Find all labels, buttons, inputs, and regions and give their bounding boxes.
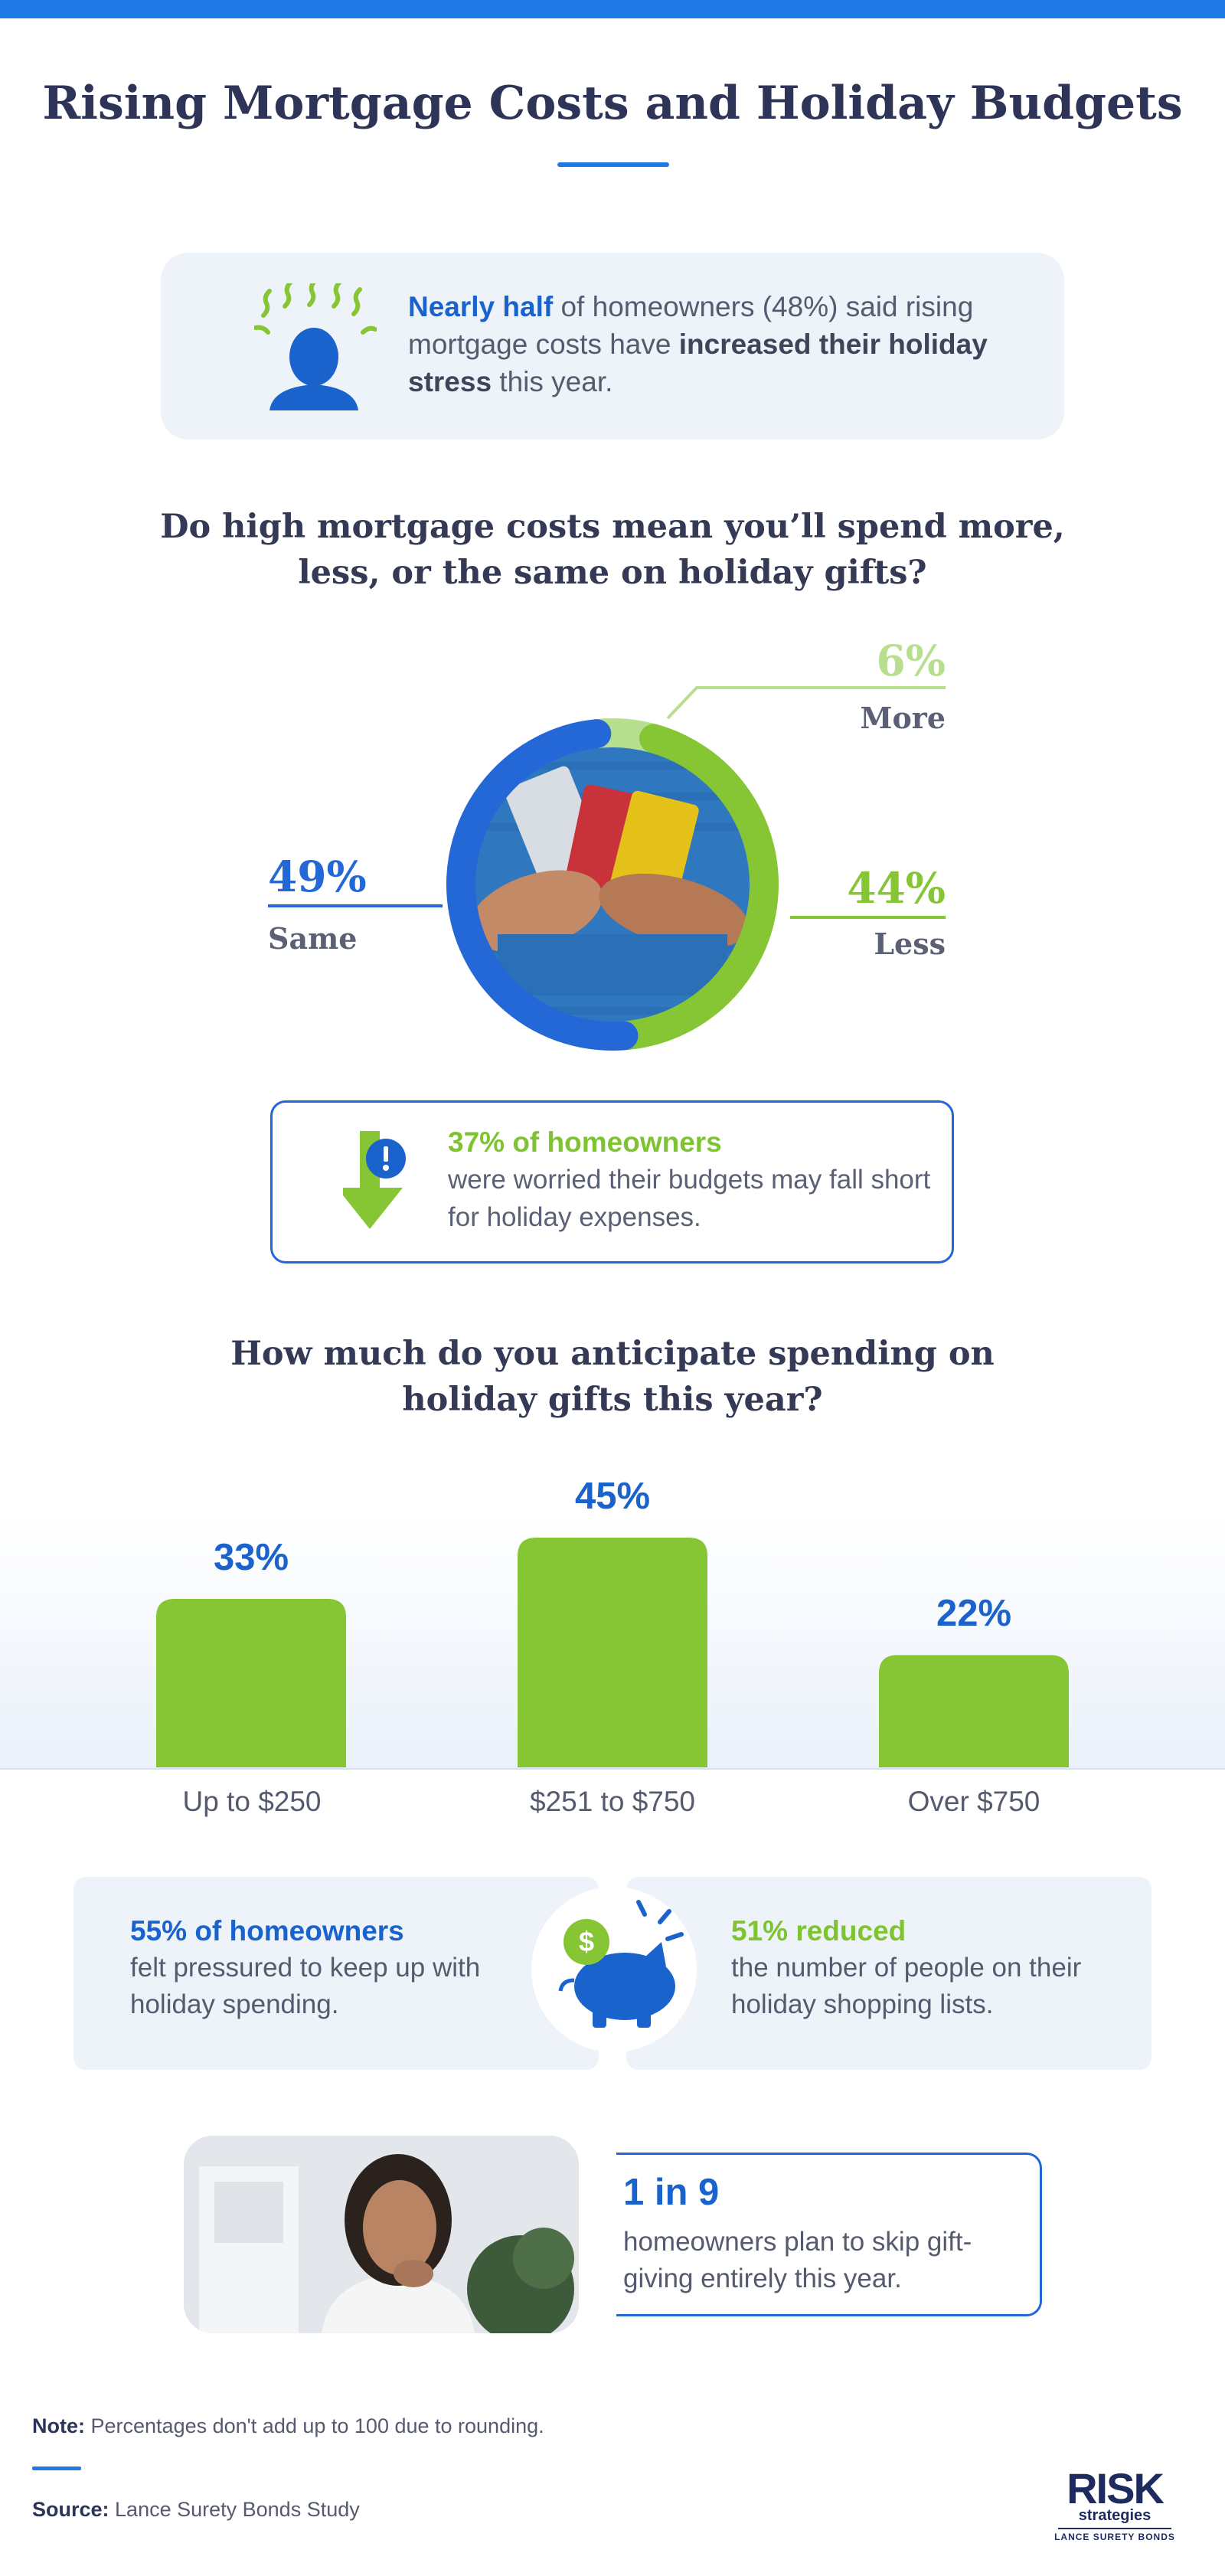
budget-worry-card	[270, 1100, 954, 1263]
title-underline	[557, 162, 669, 167]
same-category-label: Same	[268, 921, 358, 956]
worry-body: were worried their budgets may fall shor…	[448, 1165, 931, 1232]
reduce-stat-card	[626, 1877, 1152, 2070]
note-label: Note:	[32, 2414, 85, 2437]
bar	[879, 1655, 1069, 1767]
less-category-label: Less	[874, 927, 946, 961]
bar-chart-baseline	[0, 1768, 1225, 1770]
worry-headline: 37% of homeowners	[448, 1126, 722, 1158]
pressure-body: felt pressured to keep up with holiday s…	[130, 1953, 481, 2019]
page-title: Rising Mortgage Costs and Holiday Budget…	[42, 77, 1183, 130]
more-percent-label: 6%	[876, 636, 946, 685]
more-category-label: More	[860, 701, 946, 735]
source-line: Source: Lance Surety Bonds Study	[32, 2498, 360, 2522]
skip-gifts-card	[616, 2153, 1042, 2316]
pressure-stat-card	[74, 1877, 599, 2070]
source-label: Source:	[32, 2498, 109, 2521]
reduce-headline: 51% reduced	[731, 1915, 906, 1947]
bar	[156, 1599, 346, 1767]
donut-slice-same	[446, 719, 639, 1051]
question-1-line-2: less, or the same on holiday gifts?	[298, 554, 927, 592]
down-arrow-alert-icon	[343, 1131, 406, 1229]
bar-category-label: $251 to $750	[529, 1786, 696, 1817]
donut-arcs	[446, 718, 779, 1051]
note-text: Percentages don't add up to 100 due to r…	[85, 2414, 544, 2437]
skip-headline: 1 in 9	[623, 2172, 720, 2213]
donut-photo-placeholder	[473, 745, 752, 1024]
source-text: Lance Surety Bonds Study	[109, 2498, 360, 2521]
logo-tagline: LANCE SURETY BONDS	[1054, 2532, 1175, 2542]
stress-text-2: this year.	[492, 366, 613, 397]
stress-text-1: of homeowners (48%) said rising mortgage…	[408, 291, 974, 360]
stressed-person-icon	[254, 283, 377, 410]
footnote: Note: Percentages don't add up to 100 du…	[32, 2414, 544, 2438]
bar-category-label: Over $750	[907, 1786, 1040, 1817]
reduce-body: the number of people on their holiday sh…	[731, 1953, 1082, 2019]
pressure-stat-text: 55% of homeowners felt pressured to keep…	[130, 1913, 528, 2023]
svg-text:$: $	[579, 1926, 594, 1957]
bar-chart	[156, 1538, 1069, 1767]
stress-callout-text: Nearly half of homeowners (48%) said ris…	[408, 288, 1021, 400]
budget-worry-text: 37% of homeowners were worried their bud…	[448, 1123, 938, 1236]
reduce-stat-text: 51% reduced the number of people on thei…	[731, 1913, 1160, 2023]
pressure-headline: 55% of homeowners	[130, 1915, 404, 1947]
bar-category-label: Up to $250	[182, 1786, 322, 1817]
less-percent-label: 44%	[847, 863, 946, 913]
logo-subtitle: strategies	[1078, 2507, 1152, 2524]
question-2-line-2: holiday gifts this year?	[402, 1381, 823, 1419]
bar-value-label: 45%	[574, 1476, 651, 1517]
bar-value-label: 33%	[213, 1537, 289, 1578]
piggy-bank-dollar-icon: $	[558, 1900, 684, 2028]
top-accent-bar	[0, 0, 1225, 18]
stress-emphasis: increased their holiday stress	[408, 329, 988, 397]
same-percent-label: 49%	[268, 852, 367, 901]
donut-chart	[268, 686, 946, 1051]
question-2-line-1: How much do you anticipate spending on	[230, 1335, 995, 1373]
stress-lead: Nearly half	[408, 291, 554, 322]
question-spending-change: Do high mortgage costs mean you’ll spend…	[0, 504, 1225, 596]
worried-woman-photo	[184, 2136, 579, 2333]
logo-wordmark: RISK	[1067, 2464, 1165, 2512]
bar-value-label: 22%	[936, 1593, 1012, 1635]
more-leader-line	[666, 686, 946, 720]
question-anticipated-spending: How much do you anticipate spending on h…	[0, 1331, 1225, 1423]
bar	[518, 1538, 707, 1767]
question-1-line-1: Do high mortgage costs mean you’ll spend…	[160, 508, 1065, 546]
footer-divider	[32, 2466, 81, 2470]
risk-strategies-logo: RISK strategies LANCE SURETY BONDS	[1054, 2464, 1176, 2543]
logo-divider	[1058, 2528, 1171, 2529]
skip-body: homeowners plan to skip gift-giving enti…	[623, 2227, 972, 2293]
donut-slice-less	[609, 724, 779, 1051]
